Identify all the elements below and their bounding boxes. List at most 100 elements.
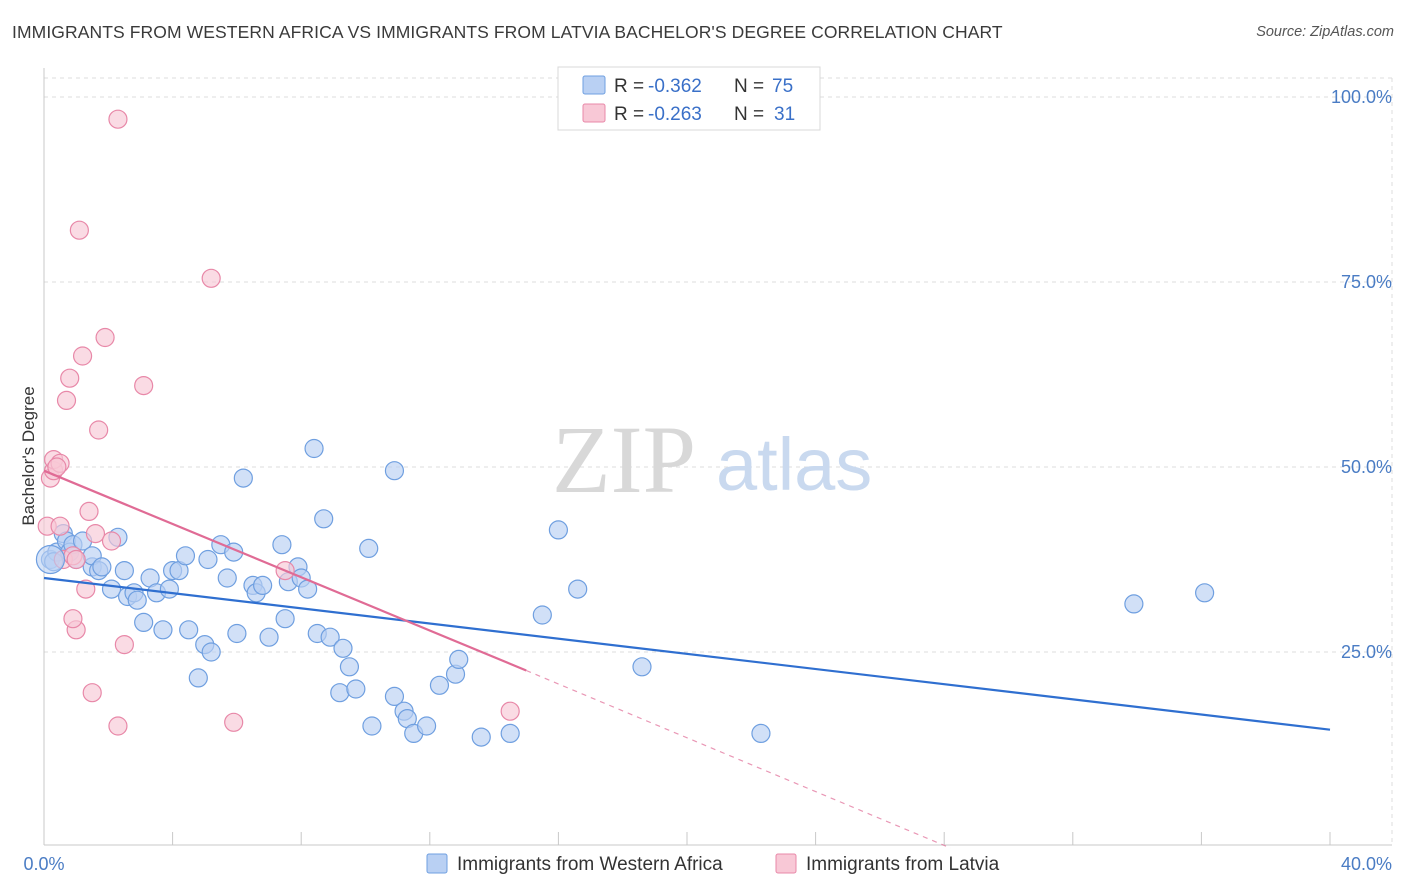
y-axis-label: Bachelor's Degree [19,386,38,525]
point-series-0-18 [134,612,154,633]
watermark: ZIP atlas [552,406,872,513]
point-series-1-15 [79,501,99,521]
point-series-0-27 [188,668,208,688]
point-series-0-35 [233,468,253,488]
bottom-legend: Immigrants from Western Africa Immigrant… [426,853,1000,875]
axes [43,68,1392,846]
point-series-0-49 [320,627,340,647]
point-series-1-17 [85,523,106,544]
trend-lines [43,469,1331,849]
point-series-0-65 [471,727,491,747]
point-series-0-61 [416,716,437,736]
trend-line-0 [43,576,1331,731]
x-tick-label-1: 40.0% [1341,854,1392,874]
point-series-0-41 [275,609,295,629]
point-series-0-14 [114,560,134,581]
legend-swatch-latvia [582,103,606,123]
point-series-1-18 [89,420,109,440]
point-series-0-53 [346,679,366,699]
point-series-0-39 [259,627,279,647]
point-series-0-62 [429,675,450,695]
point-series-1-8 [60,368,80,388]
bottom-legend-swatch-western-africa [426,853,448,874]
point-series-1-19 [95,327,115,348]
point-series-0-73 [1195,583,1215,603]
point-series-0-68 [548,520,569,540]
point-series-0-64 [449,649,469,670]
x-tick-label-0: 0.0% [23,854,64,874]
y-tick-label-2: 75.0% [1341,272,1392,292]
point-series-0-56 [384,461,405,481]
bottom-legend-label-latvia: Immigrants from Latvia [806,854,1000,875]
point-series-0-57 [384,686,405,707]
bottom-legend-swatch-latvia [775,853,797,874]
point-series-0-55 [362,716,382,736]
point-series-1-28 [63,609,83,629]
point-series-0-26 [179,620,199,640]
point-series-0-32 [217,568,237,588]
point-series-0-66 [500,723,520,744]
point-series-0-22 [159,579,179,599]
x-tick-labels: 0.0% 40.0% [23,854,1392,874]
y-tick-label-3: 100.0% [1331,87,1392,107]
point-series-0-51 [333,638,353,658]
point-series-0-69 [568,579,588,599]
point-series-0-52 [339,657,360,677]
watermark-zip: ZIP [552,406,696,513]
point-series-1-24 [134,376,154,396]
bottom-legend-label-western-africa: Immigrants from Western Africa [457,854,723,875]
point-series-1-16 [82,683,102,703]
point-series-1-23 [114,634,134,655]
legend-r-value-2: -0.263 [648,104,702,125]
point-series-0-38 [253,575,273,596]
data-points [35,109,1215,747]
legend-r-label-2: R = [614,104,644,125]
point-series-1-22 [108,716,128,736]
chart-title: IMMIGRANTS FROM WESTERN AFRICA VS IMMIGR… [12,22,1003,42]
point-series-0-17 [127,590,147,610]
y-tick-labels: 25.0% 50.0% 75.0% 100.0% [1331,87,1392,662]
legend-r-label-1: R = [614,76,644,97]
point-series-0-25 [175,546,196,566]
legend-n-value-1: 75 [772,76,793,97]
point-series-0-70 [632,657,652,677]
point-series-0-48 [314,509,334,529]
point-series-1-20 [101,531,122,551]
point-series-1-7 [56,390,77,410]
point-series-0-40 [272,535,292,555]
legend-n-value-2: 31 [774,104,795,125]
point-series-1-21 [108,109,128,129]
legend-n-label-1: N = [734,76,764,97]
point-series-0-30 [198,549,218,570]
point-series-1-12 [69,220,89,240]
source-label: Source: ZipAtlas.com [1256,24,1394,40]
y-tick-label-0: 25.0% [1341,642,1392,662]
legend: R = -0.362 N = 75 R = -0.263 N = 31 [557,66,821,131]
trend-line-extension-1 [526,669,951,849]
legend-n-label-2: N = [734,104,764,125]
point-series-0-12 [101,579,122,599]
point-series-0-21 [153,620,173,640]
y-tick-label-1: 50.0% [1341,457,1392,477]
point-series-0-72 [1124,594,1144,614]
point-series-1-25 [201,268,221,288]
point-cluster-western-africa [35,544,66,575]
point-series-1-13 [72,346,93,366]
point-series-0-11 [92,557,112,577]
point-series-1-26 [224,712,244,732]
point-series-0-71 [751,723,771,744]
point-series-0-29 [201,642,221,662]
point-series-0-46 [304,438,324,459]
watermark-atlas: atlas [716,423,872,506]
point-series-1-5 [50,516,70,536]
legend-r-value-1: -0.362 [648,76,702,97]
point-series-0-34 [227,623,247,644]
point-series-1-10 [66,549,86,570]
point-series-0-54 [359,538,379,559]
legend-swatch-western-africa [582,75,606,95]
point-series-0-50 [330,683,350,703]
point-series-0-67 [532,605,552,625]
point-series-1-29 [500,701,520,721]
trend-line-1 [43,469,527,672]
